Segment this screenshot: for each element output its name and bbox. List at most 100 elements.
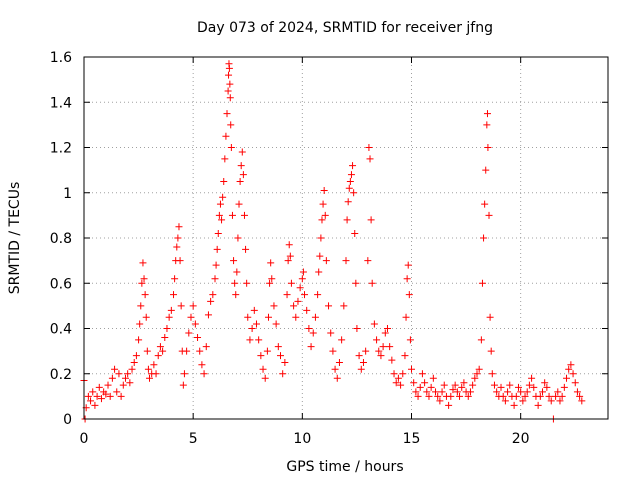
data-point: [298, 275, 306, 283]
data-point: [427, 383, 435, 391]
data-point: [267, 259, 275, 267]
data-point: [327, 329, 335, 337]
data-point: [224, 87, 232, 95]
data-point: [303, 306, 311, 314]
data-point: [87, 397, 95, 405]
data-point: [264, 313, 272, 321]
data-point: [320, 186, 328, 194]
data-point: [281, 358, 289, 366]
data-point: [142, 313, 150, 321]
data-point: [138, 279, 146, 287]
data-point: [189, 302, 197, 310]
data-point: [342, 257, 350, 265]
data-point: [456, 392, 464, 400]
data-point: [362, 347, 370, 355]
data-point: [449, 386, 457, 394]
chart-title: Day 073 of 2024, SRMTID for receiver jfn…: [197, 20, 493, 36]
data-point: [132, 352, 140, 360]
data-point: [95, 383, 103, 391]
data-point: [215, 211, 223, 219]
data-point: [375, 347, 383, 355]
data-point: [487, 347, 495, 355]
data-point: [240, 211, 248, 219]
data-point: [386, 343, 394, 351]
data-point: [274, 343, 282, 351]
data-point: [517, 388, 525, 396]
data-point: [497, 383, 505, 391]
data-point: [464, 392, 472, 400]
data-point: [429, 374, 437, 382]
data-point: [214, 229, 222, 237]
data-point: [246, 336, 254, 344]
data-point: [346, 177, 354, 185]
data-point: [543, 383, 551, 391]
data-point: [307, 343, 315, 351]
data-point: [482, 166, 490, 174]
data-point: [453, 388, 461, 396]
data-point: [259, 365, 267, 373]
data-point: [534, 401, 542, 409]
data-point: [560, 383, 568, 391]
data-point: [285, 241, 293, 249]
data-point: [541, 379, 549, 387]
data-point: [480, 234, 488, 242]
y-tick-label: 1.2: [50, 141, 72, 157]
data-point: [196, 347, 204, 355]
data-point: [488, 370, 496, 378]
data-point: [483, 121, 491, 129]
data-point: [146, 374, 153, 382]
data-point: [519, 397, 527, 405]
data-point: [299, 268, 307, 276]
data-point: [410, 379, 418, 387]
y-tick-label: 0.2: [50, 367, 72, 383]
data-point: [423, 388, 431, 396]
data-point: [322, 257, 330, 265]
data-point: [399, 370, 407, 378]
data-point: [571, 379, 579, 387]
data-point: [150, 361, 158, 369]
data-point: [202, 343, 210, 351]
data-point: [344, 198, 352, 206]
data-point: [484, 144, 492, 151]
data-point: [388, 356, 396, 364]
data-point: [185, 329, 193, 337]
data-point: [473, 370, 481, 378]
data-point: [412, 388, 420, 396]
data-point: [321, 211, 329, 219]
data-point: [539, 388, 546, 396]
data-point: [485, 211, 493, 219]
data-point: [317, 234, 325, 242]
data-point: [305, 325, 313, 332]
data-point: [139, 259, 147, 267]
data-point: [523, 388, 531, 396]
data-point: [250, 306, 258, 314]
data-point: [567, 361, 575, 369]
data-point: [161, 334, 169, 342]
data-point: [486, 313, 494, 321]
plot-frame: [83, 56, 609, 420]
axis-ticks: 0 5 10 15 20 0 0.2 0.4 0.6 0.8 1 1.2 1.4 1.6: [50, 50, 608, 447]
data-point: [357, 365, 365, 373]
data-point: [222, 132, 230, 140]
data-point: [187, 313, 195, 321]
data-point: [165, 313, 173, 321]
data-point: [514, 383, 522, 391]
data-point: [493, 388, 501, 396]
data-point: [117, 392, 125, 400]
data-point: [335, 358, 343, 366]
data-point: [236, 177, 244, 185]
data-point: [558, 392, 566, 400]
data-point: [394, 374, 402, 382]
x-tick-label: 20: [512, 431, 530, 447]
data-point: [421, 379, 429, 387]
data-point: [556, 397, 564, 405]
data-point: [359, 358, 367, 366]
data-point: [207, 297, 215, 305]
data-point: [451, 381, 459, 389]
data-point: [315, 268, 323, 276]
data-point: [318, 216, 326, 224]
data-point: [309, 329, 317, 337]
data-point: [244, 313, 252, 321]
data-point: [230, 257, 238, 265]
y-tick-label: 0: [63, 412, 72, 428]
